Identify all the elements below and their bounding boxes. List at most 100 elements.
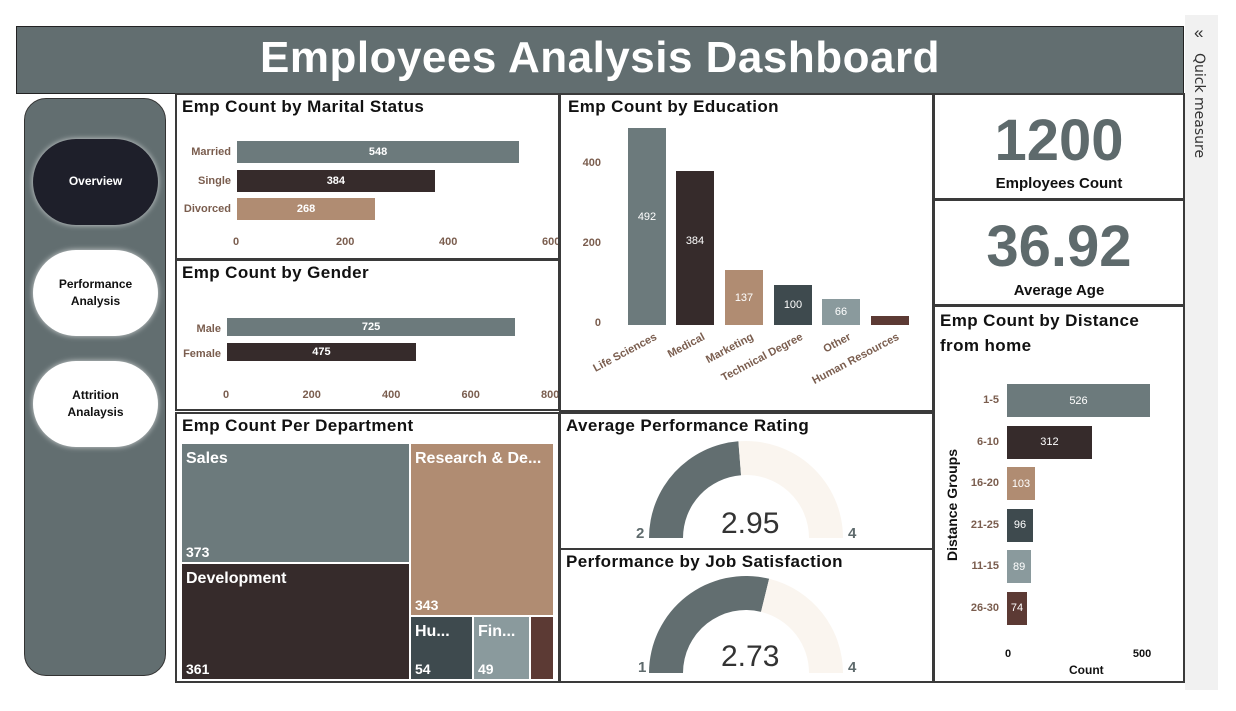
marital-chart-title: Emp Count by Marital Status (182, 97, 425, 116)
treemap-tile: Hu... 54 (411, 617, 472, 679)
overview-button[interactable]: Overview (33, 139, 158, 225)
x-tick-label: 600 (542, 236, 560, 248)
treemap-tile-name: Research & De... (415, 450, 542, 467)
performance-analysis-button[interactable]: Performance Analysis (33, 250, 158, 336)
education-category-label: Medical (665, 331, 707, 361)
education-bar (725, 270, 763, 325)
attrition-analysis-button[interactable]: Attrition Analaysis (33, 361, 158, 447)
average-age-value: 36.92 (986, 214, 1132, 279)
job-sat-min: 1 (638, 659, 647, 676)
employees-count-value: 1200 (994, 108, 1124, 173)
education-bar (676, 171, 714, 325)
job-satisfaction-gauge: Performance by Job Satisfaction 2.73 1 4 (559, 548, 934, 683)
x-tick-label: 500 (1132, 648, 1152, 660)
x-tick-label: 0 (223, 389, 230, 401)
distance-bar: 526 (1007, 384, 1150, 417)
treemap-tile: Fin... 49 (474, 617, 529, 679)
treemap-tile-name: Fin... (478, 623, 516, 640)
x-tick-label: 200 (302, 389, 321, 401)
treemap-tile: Research & De... 343 (411, 444, 553, 615)
distance-category-label: 1-5 (983, 394, 999, 406)
education-data-label: 100 (783, 299, 803, 311)
department-treemap: Emp Count Per Department Sales 373 Researc… (175, 412, 560, 683)
education-data-label: 66 (834, 305, 848, 318)
education-data-label: 384 (685, 234, 705, 247)
treemap-tile-value: 54 (415, 661, 431, 677)
distance-bar: 312 (1007, 425, 1092, 459)
quick-measure-pane[interactable]: « Quick measure (1185, 15, 1218, 690)
distance-category-label: 21-25 (970, 518, 999, 531)
average-age-label: Average Age (1013, 282, 1105, 299)
y-tick-label: 200 (582, 237, 601, 249)
distance-x-axis-title: Count (1069, 663, 1104, 677)
treemap-tile-name: Hu... (415, 623, 450, 640)
bar: 725 (227, 318, 516, 336)
treemap-tile: Development 361 (182, 564, 409, 679)
bar: 268 (237, 198, 376, 220)
marital-status-chart: Emp Count by Marital Status Married 548 Si… (175, 93, 560, 260)
distance-category-label: 16-20 (970, 477, 999, 489)
perf-rating-max: 4 (848, 525, 857, 542)
education-bar (774, 285, 812, 325)
x-tick-label: 800 (541, 389, 560, 401)
y-tick-label: 400 (582, 157, 601, 169)
education-category-label: Technical Degree (719, 331, 805, 384)
education-data-label: 492 (637, 210, 657, 223)
education-chart-title: Emp Count by Education (568, 97, 779, 116)
treemap-tile-value: 361 (186, 661, 210, 677)
education-category-label: Other (821, 331, 853, 356)
education-chart: Emp Count by Education 0 200 400 492 Life Sc… (559, 93, 934, 412)
gauge-value-arc (649, 576, 770, 673)
bar-category-label: Single (197, 174, 231, 187)
gender-chart: Emp Count by Gender Male 725 Female 475 0 200… (175, 259, 560, 411)
education-category-label: Life Sciences (590, 331, 659, 375)
distance-chart-title-line1: Emp Count by Distance (940, 311, 1140, 330)
gauge-remaining-arc (738, 441, 843, 538)
distance-bar: 96 (1007, 508, 1034, 542)
bar-category-label: Female (183, 348, 221, 360)
x-tick-label: 400 (439, 236, 458, 248)
gauge-remaining-arc (761, 578, 843, 673)
treemap-tile: Sales 373 (182, 444, 409, 562)
quick-measure-label: Quick measure (1191, 53, 1207, 159)
treemap-tile-value: 373 (186, 544, 210, 560)
x-tick-label: 600 (461, 389, 480, 401)
treemap-tile-value: 49 (478, 661, 494, 677)
treemap-tile-name: Sales (186, 450, 228, 467)
performance-rating-gauge: Average Performance Rating 2.95 2 4 (559, 412, 934, 550)
x-tick-label: 0 (233, 236, 240, 248)
perf-rating-min: 2 (636, 525, 645, 542)
treemap-tile (531, 617, 553, 679)
distance-category-label: 11-15 (971, 560, 999, 572)
x-tick-label: 0 (1005, 648, 1012, 660)
page-title: Employees Analysis Dashboard (260, 33, 940, 82)
dashboard-header: Employees Analysis Dashboard (16, 26, 1184, 94)
collapse-chevron-icon[interactable]: « (1194, 23, 1204, 42)
perf-rating-title: Average Performance Rating (566, 416, 810, 435)
department-chart-title: Emp Count Per Department (182, 416, 414, 435)
distance-from-home-chart: Emp Count by Distance from home Distance… (933, 305, 1185, 683)
x-tick-label: 400 (382, 389, 401, 401)
bar: 384 (237, 169, 435, 192)
education-category-label: Human Resources (810, 331, 902, 387)
bar: 548 (237, 141, 520, 163)
distance-chart-title-line2: from home (940, 336, 1032, 355)
average-age-card: 36.92 Average Age (933, 199, 1185, 306)
treemap-tile-name: Development (186, 570, 287, 587)
education-bar (822, 298, 860, 325)
job-sat-max: 4 (848, 659, 857, 676)
treemap-tile-value: 343 (415, 597, 439, 613)
job-sat-title: Performance by Job Satisfaction (566, 552, 843, 571)
distance-category-label: 6-10 (976, 435, 999, 448)
distance-category-label: 26-30 (970, 601, 999, 614)
employees-count-card: 1200 Employees Count (933, 93, 1185, 200)
y-tick-label: 0 (594, 317, 601, 329)
distance-bar: 103 (1007, 467, 1035, 500)
perf-rating-value: 2.95 (721, 507, 780, 540)
employees-count-label: Employees Count (995, 175, 1123, 192)
bar: 475 (227, 343, 416, 361)
education-bar (871, 316, 909, 325)
navigation-panel: Overview Performance Analysis Attrition … (24, 98, 166, 676)
distance-bar: 89 (1007, 550, 1032, 583)
bar-category-label: Divorced (183, 203, 231, 215)
